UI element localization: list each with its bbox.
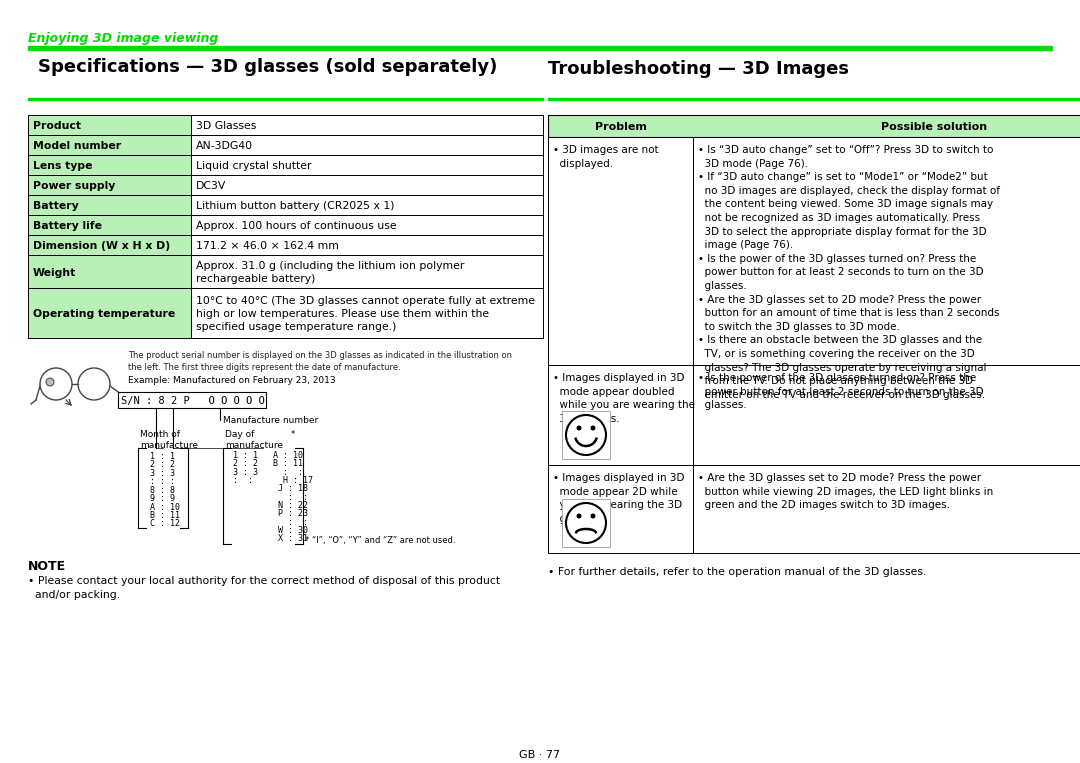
Text: The product serial number is displayed on the 3D glasses as indicated in the ill: The product serial number is displayed o…: [129, 351, 512, 372]
Text: *: *: [291, 430, 295, 439]
Text: 2 : 2: 2 : 2: [150, 460, 175, 469]
Text: Manufacture number: Manufacture number: [222, 416, 319, 425]
Bar: [191, 195, 543, 215]
Text: • Are the 3D glasses set to 2D mode? Press the power
  button while viewing 2D i: • Are the 3D glasses set to 2D mode? Pre…: [698, 473, 994, 510]
Text: S/N : 8 2 P   O O O O O: S/N : 8 2 P O O O O O: [121, 396, 265, 406]
Text: N : 22: N : 22: [233, 501, 308, 510]
Circle shape: [591, 513, 595, 519]
Text: • Is “3D auto change” set to “Off”? Press 3D to switch to
  3D mode (Page 76).
•: • Is “3D auto change” set to “Off”? Pres…: [698, 145, 1000, 400]
Text: A : 10: A : 10: [150, 503, 180, 511]
Text: • Images displayed in 3D
  mode appear 2D while
  you are wearing the 3D
  glass: • Images displayed in 3D mode appear 2D …: [553, 473, 685, 524]
Text: 3 : 3     :  :: 3 : 3 : :: [233, 468, 303, 477]
Text: 8 : 8: 8 : 8: [150, 486, 175, 494]
Text: DC3V: DC3V: [195, 181, 227, 191]
Text: Product: Product: [33, 121, 81, 131]
Bar: [191, 235, 543, 255]
Bar: [191, 115, 543, 135]
Bar: [28, 98, 543, 100]
Text: Problem: Problem: [595, 122, 647, 132]
Circle shape: [46, 378, 54, 386]
Bar: [191, 255, 543, 288]
Text: B : 11: B : 11: [150, 511, 180, 520]
Bar: [562, 411, 610, 459]
Text: Month of
manufacture: Month of manufacture: [140, 430, 198, 450]
Text: Troubleshooting — 3D Images: Troubleshooting — 3D Images: [548, 60, 849, 78]
Text: Approx. 31.0 g (including the lithium ion polymer
rechargeable battery): Approx. 31.0 g (including the lithium io…: [195, 261, 464, 284]
Text: AN-3DG40: AN-3DG40: [195, 141, 253, 151]
Text: Model number: Model number: [33, 141, 121, 151]
Text: Specifications — 3D glasses (sold separately): Specifications — 3D glasses (sold separa…: [38, 58, 498, 76]
Text: :  :      H : 17: : : H : 17: [233, 476, 313, 485]
Text: Power supply: Power supply: [33, 181, 116, 191]
Text: 3D Glasses: 3D Glasses: [195, 121, 256, 131]
Text: Day of
manufacture: Day of manufacture: [225, 430, 283, 450]
Text: Possible solution: Possible solution: [881, 122, 987, 132]
Text: 171.2 × 46.0 × 162.4 mm: 171.2 × 46.0 × 162.4 mm: [195, 241, 339, 251]
Text: J : 18: J : 18: [233, 485, 308, 494]
Text: NOTE: NOTE: [28, 560, 66, 573]
Circle shape: [577, 426, 581, 430]
Bar: [28, 175, 191, 195]
Circle shape: [591, 426, 595, 430]
Text: X : 31: X : 31: [233, 534, 308, 543]
Text: * “I”, “O”, “Y” and “Z” are not used.: * “I”, “O”, “Y” and “Z” are not used.: [305, 536, 456, 545]
Text: Enjoying 3D image viewing: Enjoying 3D image viewing: [28, 32, 218, 45]
Bar: [191, 135, 543, 155]
Text: 3 : 3: 3 : 3: [150, 468, 175, 478]
Bar: [693, 365, 1080, 465]
Text: C : 12: C : 12: [150, 520, 180, 528]
Text: GB · 77: GB · 77: [519, 750, 561, 760]
Bar: [191, 175, 543, 195]
Text: Liquid crystal shutter: Liquid crystal shutter: [195, 161, 311, 171]
Text: • Is the power of the 3D glasses turned on? Press the
  power button for at leas: • Is the power of the 3D glasses turned …: [698, 373, 984, 410]
Text: • 3D images are not
  displayed.: • 3D images are not displayed.: [553, 145, 659, 169]
Text: 1 : 1   A : 10: 1 : 1 A : 10: [233, 451, 303, 460]
Bar: [548, 465, 693, 553]
Bar: [28, 46, 1052, 50]
Text: P : 23: P : 23: [233, 510, 308, 518]
Text: 9 : 9: 9 : 9: [150, 494, 175, 503]
Text: 2 : 2   B : 11: 2 : 2 B : 11: [233, 459, 303, 468]
Text: W : 30: W : 30: [233, 526, 308, 535]
Bar: [28, 215, 191, 235]
Text: • Please contact your local authority for the correct method of disposal of this: • Please contact your local authority fo…: [28, 576, 500, 600]
Text: Lens type: Lens type: [33, 161, 93, 171]
Bar: [562, 499, 610, 547]
Bar: [28, 115, 191, 135]
Text: Approx. 100 hours of continuous use: Approx. 100 hours of continuous use: [195, 221, 396, 231]
Text: Weight: Weight: [33, 268, 77, 278]
Bar: [548, 115, 1080, 137]
Bar: [548, 365, 693, 465]
Bar: [28, 255, 191, 288]
Bar: [28, 235, 191, 255]
Bar: [548, 137, 693, 365]
Text: Battery life: Battery life: [33, 221, 102, 231]
Text: Battery: Battery: [33, 201, 79, 211]
Text: Operating temperature: Operating temperature: [33, 309, 175, 319]
Text: Example: Manufactured on February 23, 2013: Example: Manufactured on February 23, 20…: [129, 376, 336, 385]
Text: • Images displayed in 3D
  mode appear doubled
  while you are wearing the
  3D : • Images displayed in 3D mode appear dou…: [553, 373, 696, 423]
Bar: [191, 288, 543, 338]
Bar: [191, 215, 543, 235]
Text: : : :: : : :: [150, 478, 175, 486]
Text: Dimension (W x H x D): Dimension (W x H x D): [33, 241, 171, 251]
Bar: [548, 98, 1080, 100]
Bar: [118, 392, 266, 408]
Text: • For further details, refer to the operation manual of the 3D glasses.: • For further details, refer to the oper…: [548, 567, 927, 577]
Bar: [693, 465, 1080, 553]
Text: :  :: : :: [233, 493, 308, 502]
Text: :  :: : :: [233, 518, 308, 526]
Bar: [28, 288, 191, 338]
Circle shape: [577, 513, 581, 519]
Bar: [28, 155, 191, 175]
Text: 10°C to 40°C (The 3D glasses cannot operate fully at extreme
high or low tempera: 10°C to 40°C (The 3D glasses cannot oper…: [195, 296, 535, 332]
Text: Lithium button battery (CR2025 x 1): Lithium button battery (CR2025 x 1): [195, 201, 394, 211]
Text: 1 : 1: 1 : 1: [150, 452, 175, 461]
Bar: [28, 135, 191, 155]
Bar: [191, 155, 543, 175]
Bar: [693, 137, 1080, 365]
Bar: [28, 195, 191, 215]
